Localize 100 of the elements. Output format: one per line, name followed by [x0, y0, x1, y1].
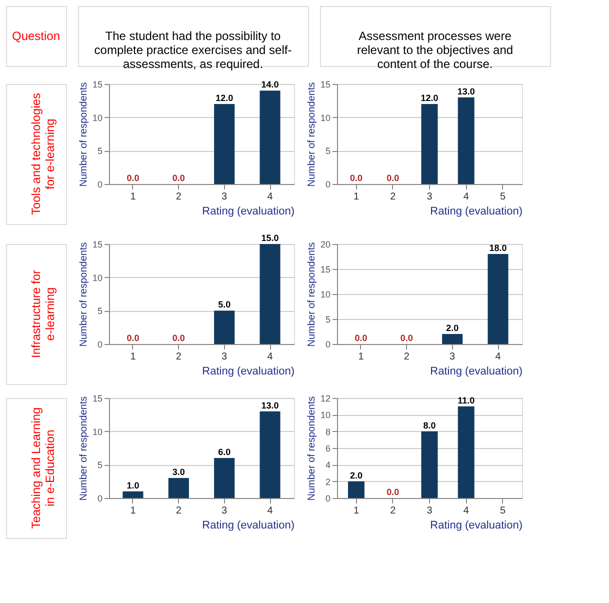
data-label: 14.0 — [261, 80, 279, 90]
x-tick-label: 3 — [222, 352, 228, 362]
x-tick-label: 2 — [176, 352, 182, 362]
y-axis-title: Number of respondents — [306, 396, 318, 501]
x-tick-label: 2 — [176, 506, 182, 516]
y-tick-label: 15 — [92, 240, 102, 250]
y-axis-title: Number of respondents — [306, 242, 318, 347]
y-tick-label: 5 — [325, 146, 330, 156]
y-tick-label: 0 — [97, 340, 102, 350]
data-label: 0.0 — [386, 487, 400, 497]
y-tick-label: 5 — [97, 460, 102, 470]
data-label: 18.0 — [489, 243, 507, 253]
x-axis-title: Rating (evaluation) — [202, 206, 294, 218]
data-label: 0.0 — [126, 173, 140, 183]
x-tick-label: 4 — [267, 506, 274, 516]
text: Tools and technologies for e-learning — [29, 92, 57, 216]
x-tick-label: 2 — [390, 192, 396, 202]
x-axis-title: Rating (evaluation) — [430, 520, 522, 532]
x-tick-label: 1 — [130, 506, 136, 516]
x-tick-label: 1 — [353, 506, 360, 516]
y-tick-label: 0 — [97, 494, 102, 504]
y-tick-label: 8 — [325, 426, 330, 437]
y-tick-label: 5 — [97, 146, 102, 156]
data-label: 12.0 — [420, 93, 438, 103]
data-label: 11.0 — [458, 395, 475, 406]
x-tick-label: 2 — [404, 352, 410, 362]
x-axis-title: Rating (evaluation) — [430, 206, 522, 218]
y-tick-label: 15 — [320, 80, 330, 90]
x-tick-label: 3 — [222, 506, 228, 516]
data-label: 3.0 — [172, 467, 185, 477]
y-tick-label: 10 — [320, 290, 330, 300]
y-tick-label: 15 — [320, 264, 330, 274]
y-tick-label: 10 — [320, 410, 330, 420]
y-tick-label: 0 — [325, 180, 330, 190]
data-label: 0.0 — [172, 333, 185, 343]
text: Question — [12, 29, 60, 43]
y-tick-label: 12 — [320, 394, 330, 404]
x-tick-label: 4 — [267, 352, 274, 362]
x-tick-label: 3 — [426, 192, 433, 202]
bar — [348, 481, 364, 498]
data-label: 0.0 — [126, 333, 140, 343]
y-tick-label: 5 — [325, 314, 330, 324]
x-tick-label: 3 — [426, 506, 433, 516]
chart-title: The student had the possibility to complete practice exercises and self- assessments, as required. — [94, 29, 292, 71]
y-tick-label: 2 — [325, 476, 330, 487]
y-tick-label: 6 — [325, 444, 330, 454]
x-tick-label: 3 — [450, 352, 456, 362]
y-tick-label: 4 — [325, 460, 330, 470]
data-label: 15.0 — [261, 233, 279, 243]
x-tick-label: 3 — [222, 192, 228, 202]
text: Infrastructure for e-learning — [29, 270, 57, 358]
bar — [168, 478, 189, 498]
x-tick-label: 1 — [353, 192, 360, 202]
data-label: 0.0 — [172, 173, 185, 183]
x-tick-label: 1 — [130, 192, 136, 202]
bar — [458, 406, 474, 498]
y-tick-label: 10 — [320, 112, 330, 123]
data-label: 0.0 — [386, 173, 400, 183]
data-label: 12.0 — [216, 93, 234, 103]
y-tick-label: 15 — [92, 394, 102, 404]
x-tick-label: 1 — [358, 352, 364, 362]
bar — [214, 458, 235, 498]
x-tick-label: 4 — [267, 192, 274, 202]
x-tick-label: 5 — [500, 506, 506, 516]
data-label: 6.0 — [218, 447, 231, 457]
y-tick-label: 10 — [92, 112, 102, 123]
data-label: 2.0 — [446, 323, 459, 333]
y-tick-label: 0 — [325, 494, 330, 504]
bar — [421, 431, 438, 498]
x-tick-label: 4 — [463, 506, 470, 516]
bar — [122, 491, 144, 498]
y-tick-label: 5 — [97, 306, 102, 316]
data-label: 8.0 — [423, 420, 436, 430]
y-tick-label: 0 — [97, 180, 102, 190]
y-tick-label: 10 — [92, 272, 102, 283]
y-tick-label: 20 — [320, 240, 330, 250]
x-tick-label: 4 — [463, 192, 470, 202]
x-axis-title: Rating (evaluation) — [202, 520, 294, 532]
chart-title: Assessment processes were relevant to the objectives and content of the course. — [356, 29, 514, 71]
data-label: 0.0 — [354, 333, 368, 343]
x-axis-title: Rating (evaluation) — [430, 366, 522, 378]
x-tick-label: 5 — [500, 192, 506, 202]
y-tick-label: 10 — [92, 426, 102, 437]
y-axis-title: Number of respondents — [78, 242, 90, 347]
y-axis-title: Number of respondents — [78, 396, 90, 501]
x-axis-title: Rating (evaluation) — [202, 366, 294, 378]
y-axis-title: Number of respondents — [78, 82, 90, 187]
data-label: 0.0 — [400, 333, 413, 343]
data-label: 13.0 — [261, 400, 279, 410]
bar — [260, 411, 280, 498]
data-label: 13.0 — [457, 86, 475, 96]
data-label: 1.0 — [126, 480, 140, 490]
x-tick-label: 4 — [495, 352, 502, 362]
x-tick-label: 1 — [130, 352, 136, 362]
y-axis-title: Number of respondents — [306, 82, 318, 187]
data-label: 0.0 — [350, 173, 362, 183]
text: Teaching and Learning in e-Education — [29, 407, 57, 529]
y-tick-label: 0 — [325, 340, 330, 350]
x-tick-label: 2 — [176, 192, 182, 202]
data-label: 2.0 — [350, 470, 362, 480]
